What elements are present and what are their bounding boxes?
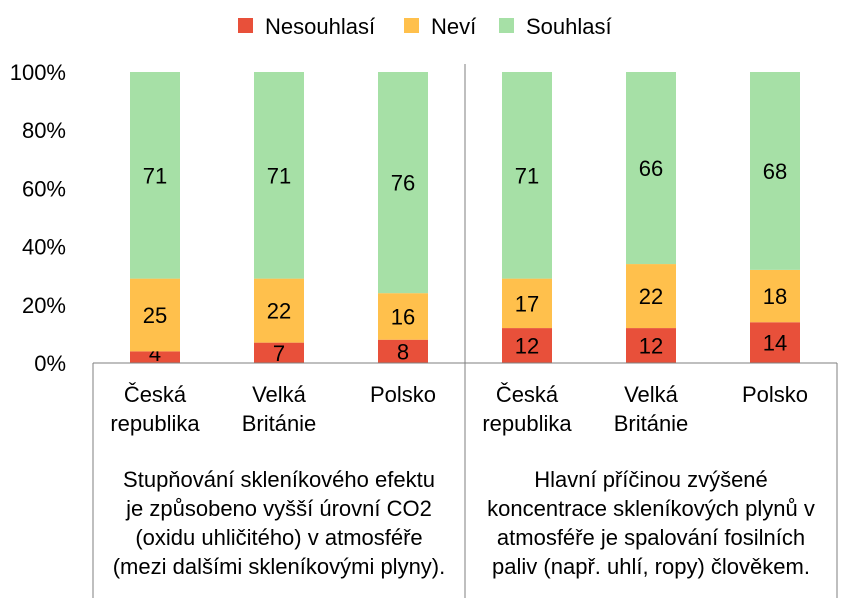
data-label-nevi: 16 <box>391 304 415 329</box>
legend-swatch-nesouhlasi <box>238 18 253 33</box>
group-label: (oxidu uhličitého) v atmosféře <box>135 525 422 550</box>
data-label-nesouhlasi: 12 <box>639 334 663 359</box>
data-label-nesouhlasi: 8 <box>397 339 409 364</box>
bar-segment-nesouhlasi <box>502 328 552 363</box>
bar-segment-souhlasi <box>130 72 180 279</box>
category-label: Británie <box>242 411 317 436</box>
category-label: republika <box>110 411 200 436</box>
bar-segment-souhlasi <box>502 72 552 279</box>
group-label: je způsobeno vyšší úrovní CO2 <box>125 496 432 521</box>
data-label-nesouhlasi: 12 <box>515 334 539 359</box>
group-label: (mezi dalšími skleníkovými plyny). <box>113 554 446 579</box>
category-label: Velká <box>252 382 307 407</box>
data-label-nevi: 17 <box>515 291 539 316</box>
group-label: atmosféře je spalování fosilních <box>497 525 805 550</box>
data-label-souhlasi: 66 <box>639 156 663 181</box>
bar-segment-nevi <box>502 278 552 329</box>
bar-segment-nesouhlasi <box>626 328 676 363</box>
group-label: koncentrace skleníkových plynů v <box>487 496 815 521</box>
bar-segment-nesouhlasi <box>254 342 304 363</box>
y-tick-label: 0% <box>34 351 66 376</box>
legend-swatch-nevi <box>404 18 419 33</box>
bar-segment-nesouhlasi <box>750 322 800 363</box>
category-label: Velká <box>624 382 679 407</box>
bar-segment-nevi <box>750 269 800 323</box>
bar-segment-souhlasi <box>254 72 304 279</box>
bar-segment-souhlasi <box>750 72 800 270</box>
legend-label-nesouhlasi: Nesouhlasí <box>265 14 375 39</box>
y-tick-label: 40% <box>22 235 66 260</box>
bar-segment-nevi <box>254 278 304 343</box>
bar-segment-souhlasi <box>626 72 676 265</box>
bar-segment-nevi <box>626 264 676 329</box>
data-label-souhlasi: 68 <box>763 159 787 184</box>
category-label: Polsko <box>370 382 436 407</box>
y-tick-label: 20% <box>22 293 66 318</box>
group-label: paliv (např. uhlí, ropy) člověkem. <box>492 554 810 579</box>
data-label-nevi: 18 <box>763 284 787 309</box>
legend-label-souhlasi: Souhlasí <box>526 14 612 39</box>
category-label: Polsko <box>742 382 808 407</box>
bar-segment-nesouhlasi <box>378 339 428 363</box>
data-label-nesouhlasi: 14 <box>763 331 787 356</box>
data-label-nevi: 25 <box>143 303 167 328</box>
bar-segment-nesouhlasi <box>130 351 180 363</box>
data-label-souhlasi: 71 <box>143 163 167 188</box>
category-label: republika <box>482 411 572 436</box>
bar-segment-nevi <box>130 278 180 352</box>
data-label-nevi: 22 <box>639 284 663 309</box>
legend-swatch-souhlasi <box>499 18 514 33</box>
bar-segment-souhlasi <box>378 72 428 294</box>
bar-segment-nevi <box>378 293 428 340</box>
category-label: Česká <box>496 382 559 407</box>
group-label: Stupňování skleníkového efektu <box>123 467 435 492</box>
y-tick-label: 60% <box>22 176 66 201</box>
legend-label-nevi: Neví <box>431 14 476 39</box>
data-label-souhlasi: 76 <box>391 171 415 196</box>
data-label-souhlasi: 71 <box>267 163 291 188</box>
y-tick-label: 100% <box>10 60 66 85</box>
data-label-nevi: 22 <box>267 299 291 324</box>
category-label: Británie <box>614 411 689 436</box>
data-label-nesouhlasi: 7 <box>273 341 285 366</box>
data-label-souhlasi: 71 <box>515 163 539 188</box>
group-label: Hlavní příčinou zvýšené <box>534 467 768 492</box>
category-label: Česká <box>124 382 187 407</box>
y-tick-label: 80% <box>22 118 66 143</box>
